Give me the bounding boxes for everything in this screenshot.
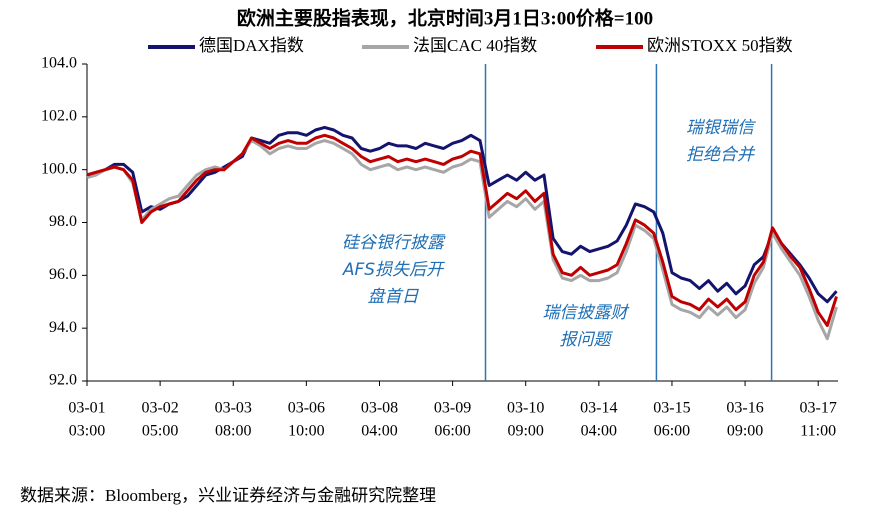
event-label: 瑞信披露财: [543, 303, 630, 323]
chart-title: 欧洲主要股指表现，北京时间3月1日3:00价格=100: [237, 6, 653, 29]
x-tick-label: 04:00: [361, 423, 397, 440]
x-tick-label: 03-15: [653, 400, 690, 417]
y-tick-label: 94.0: [49, 319, 77, 336]
event-label: 盘首日: [368, 287, 420, 307]
x-tick-label: 04:00: [581, 423, 617, 440]
series-line: [86, 125, 838, 304]
event-label: 硅谷银行披露: [342, 233, 446, 253]
x-tick-label: 03-14: [580, 400, 617, 417]
y-tick-label: 100.0: [41, 160, 77, 177]
x-tick-label: 03-09: [434, 400, 471, 417]
x-tick-label: 11:00: [800, 423, 836, 440]
x-tick-label: 06:00: [434, 423, 470, 440]
x-tick-label: 03-17: [800, 400, 837, 417]
x-tick-label: 08:00: [215, 423, 251, 440]
y-tick-label: 92.0: [49, 372, 77, 389]
legend-label: 德国DAX指数: [199, 36, 304, 55]
legend-label: 欧洲STOXX 50指数: [647, 36, 793, 55]
event-label: 瑞银瑞信: [686, 118, 756, 138]
y-tick-label: 104.0: [41, 55, 77, 72]
event-label: AFS损失后开: [342, 260, 445, 280]
x-tick-label: 09:00: [507, 423, 543, 440]
x-tick-label: 03-02: [141, 400, 178, 417]
x-tick-label: 03-10: [507, 400, 544, 417]
x-tick-label: 09:00: [727, 423, 763, 440]
event-label: 拒绝合并: [686, 145, 756, 165]
event-label: 报问题: [560, 330, 614, 350]
legend-label: 法国CAC 40指数: [413, 36, 537, 55]
x-tick-label: 06:00: [654, 423, 690, 440]
x-tick-label: 03-08: [361, 400, 398, 417]
x-tick-label: 03-16: [726, 400, 763, 417]
y-tick-label: 98.0: [49, 213, 77, 230]
x-tick-label: 05:00: [142, 423, 178, 440]
series-line: [86, 133, 838, 327]
x-tick-label: 03-01: [68, 400, 105, 417]
x-tick-label: 03-06: [288, 400, 325, 417]
series-line: [86, 139, 838, 341]
y-tick-label: 102.0: [41, 108, 77, 125]
y-tick-label: 96.0: [49, 266, 77, 283]
source: 数据来源：Bloomberg，兴业证券经济与金融研究院整理: [20, 486, 436, 505]
x-tick-label: 03-03: [215, 400, 252, 417]
x-tick-label: 03:00: [69, 423, 105, 440]
x-tick-label: 10:00: [288, 423, 324, 440]
